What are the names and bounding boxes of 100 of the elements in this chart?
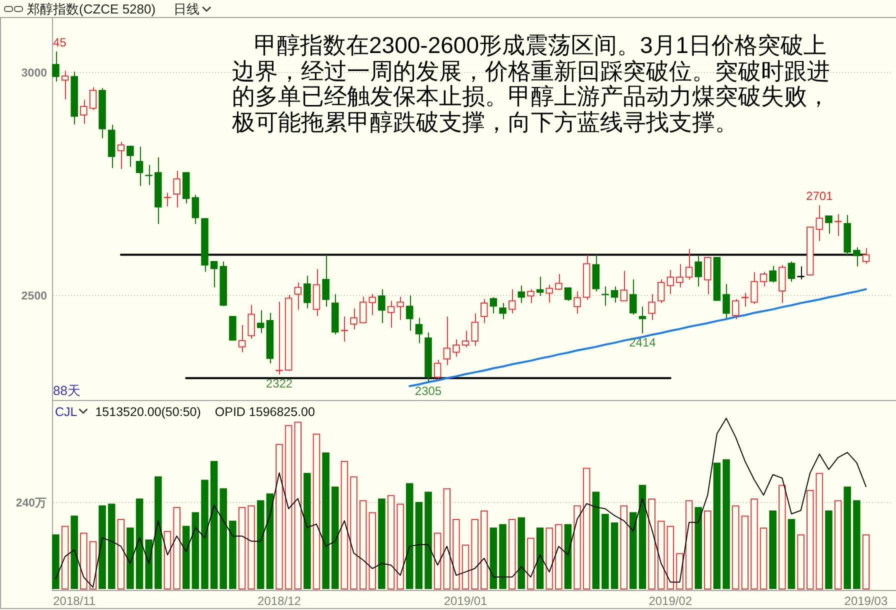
bar xyxy=(396,504,404,590)
bar xyxy=(276,444,283,590)
annotation: 45 xyxy=(53,36,67,50)
annotation: 2322 xyxy=(266,376,293,391)
bar xyxy=(722,459,730,589)
bar xyxy=(126,528,134,589)
bar xyxy=(387,495,395,590)
bar xyxy=(844,486,851,589)
bar xyxy=(816,472,824,590)
bar xyxy=(555,524,562,590)
bar xyxy=(332,486,339,589)
bar xyxy=(304,472,311,589)
bar xyxy=(443,488,451,590)
bar xyxy=(378,498,386,589)
bar xyxy=(256,500,264,589)
bar xyxy=(61,526,69,590)
bar xyxy=(154,476,162,589)
bar xyxy=(732,505,740,590)
bar xyxy=(220,488,227,589)
bar xyxy=(182,526,190,589)
bar xyxy=(406,483,414,589)
bar xyxy=(434,532,442,590)
bar xyxy=(415,502,423,589)
bar xyxy=(769,510,776,589)
bar xyxy=(210,460,218,589)
bar xyxy=(480,510,488,590)
bar xyxy=(424,492,432,589)
bar xyxy=(136,498,144,589)
bar xyxy=(610,522,618,589)
bar xyxy=(825,510,832,589)
bar xyxy=(192,512,200,589)
annotation: 2414 xyxy=(629,335,656,350)
bar xyxy=(340,460,348,590)
bar xyxy=(834,500,842,590)
bar xyxy=(70,516,78,589)
bar xyxy=(248,505,255,590)
x-tick-label: 2019/01 xyxy=(444,594,488,608)
annotation: CJL xyxy=(55,405,78,419)
bar xyxy=(284,425,292,590)
bar xyxy=(108,504,116,589)
annotation: 甲醇指数在2300-2600形成震荡区间。3月1日价格突破上边界，经过一周的发展，价格重新回踩突破位。突破时跟进的多单已经触发保本止损。甲醇上游产品动力煤突破失败，极可能拖累甲醇跌破支撑，向下方蓝线寻找支撑。 xyxy=(232,32,831,136)
bar xyxy=(471,519,478,590)
bar xyxy=(499,524,506,589)
annotation: 2701 xyxy=(806,189,834,204)
bar xyxy=(536,528,544,589)
bar xyxy=(452,519,460,590)
bar xyxy=(713,462,721,589)
bar xyxy=(778,484,786,590)
bar xyxy=(117,519,125,590)
annotation: 2305 xyxy=(414,384,442,398)
bar xyxy=(648,498,656,590)
bar xyxy=(89,541,97,590)
bar xyxy=(173,507,180,590)
bar xyxy=(685,500,693,590)
bar xyxy=(760,528,768,590)
annotation: 1513520.00(50:50) xyxy=(95,405,201,419)
bar xyxy=(527,538,534,590)
bar xyxy=(862,534,870,590)
x-tick-label: 2018/12 xyxy=(258,594,302,608)
x-tick-label: 2019/03 xyxy=(844,594,888,608)
ref-line-label: 240万 xyxy=(16,496,47,510)
bar xyxy=(788,519,796,589)
bar xyxy=(350,476,358,590)
bar xyxy=(546,528,553,590)
bar xyxy=(238,507,246,590)
bar xyxy=(229,520,236,589)
bar xyxy=(741,516,749,590)
bar xyxy=(806,490,814,590)
bar xyxy=(462,544,470,590)
bar xyxy=(322,452,330,589)
bar xyxy=(145,540,152,589)
bar xyxy=(853,500,860,589)
bar xyxy=(266,493,274,589)
bar xyxy=(638,484,646,589)
bar xyxy=(98,505,106,589)
bar xyxy=(312,434,320,590)
bar xyxy=(508,519,516,590)
annotation: 88天 xyxy=(53,383,80,398)
bar xyxy=(592,492,600,589)
bar xyxy=(518,517,526,589)
bar xyxy=(201,480,208,589)
y-tick-label: 2500 xyxy=(21,290,47,302)
bar xyxy=(666,526,674,590)
bar xyxy=(368,512,376,590)
y-tick-label: 3000 xyxy=(21,68,47,80)
bar xyxy=(750,498,758,590)
bar xyxy=(564,524,572,589)
line-series xyxy=(408,288,867,388)
bar xyxy=(630,512,637,589)
bar xyxy=(294,422,302,590)
bar xyxy=(620,505,628,590)
chart-title: 郑醇指数(CZCE 5280) xyxy=(27,2,156,16)
bar xyxy=(704,510,712,590)
bar xyxy=(80,532,88,590)
chart-subtitle: 日线 xyxy=(174,2,200,16)
x-tick-label: 2018/11 xyxy=(53,594,96,608)
bar xyxy=(602,514,609,589)
annotation: OPID 1596825.00 xyxy=(214,405,316,419)
bar xyxy=(490,528,498,589)
bar xyxy=(797,534,804,590)
